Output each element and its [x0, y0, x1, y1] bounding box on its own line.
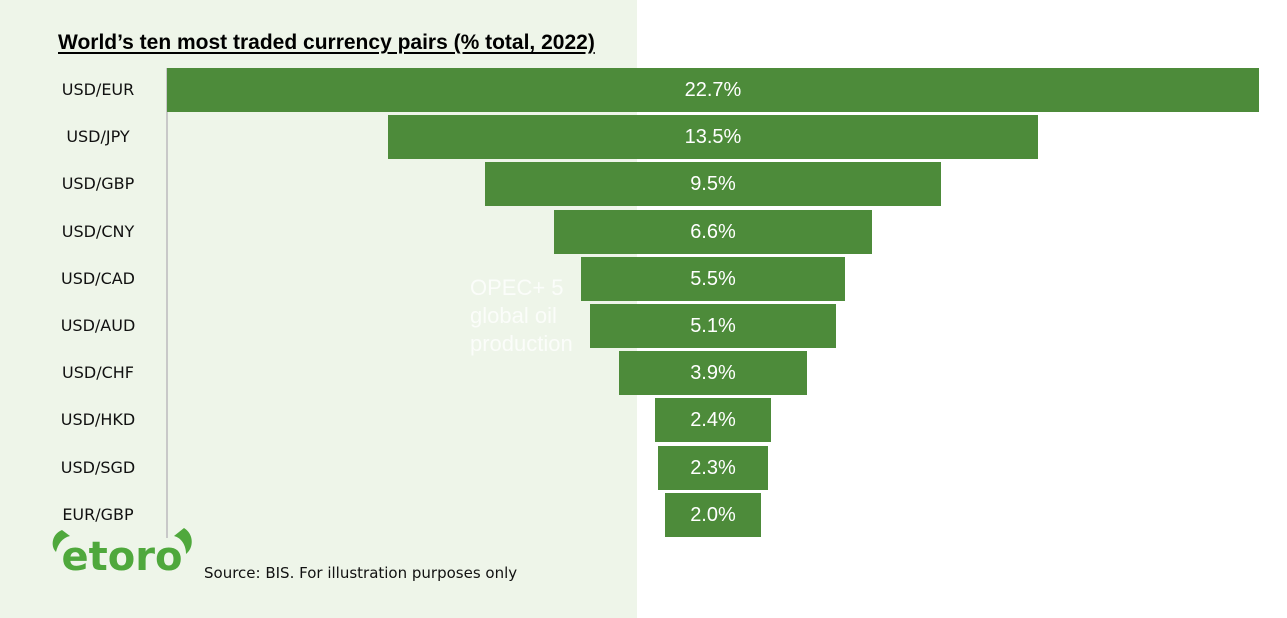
logo-left-horn-icon [52, 530, 70, 552]
etoro-logo: etoro [52, 528, 192, 578]
chart-title: World’s ten most traded currency pairs (… [58, 31, 595, 54]
bar-usd-cad [580, 256, 846, 301]
bar-eur-gbp [664, 492, 762, 537]
data-label-eur-gbp: 2.0% [690, 503, 736, 526]
data-label-usd-hkd: 2.4% [690, 409, 736, 432]
logo-wordmark: etoro [62, 534, 183, 578]
logo-right-horn-icon [174, 528, 192, 554]
bar-usd-sgd [657, 445, 769, 490]
data-label-usd-jpy: 13.5% [684, 126, 742, 149]
bar-usd-gbp [484, 162, 942, 207]
category-label-usd-chf: USD/CHF [62, 363, 134, 383]
data-label-usd-gbp: 9.5% [690, 173, 736, 196]
category-label-usd-jpy: USD/JPY [66, 127, 130, 147]
data-label-usd-eur: 22.7% [684, 79, 742, 101]
source-note: Source: BIS. For illustration purposes o… [204, 564, 518, 582]
category-label-usd-gbp: USD/GBP [61, 174, 135, 194]
bar-usd-eur [167, 68, 1259, 112]
data-label-usd-sgd: 2.3% [690, 456, 736, 479]
category-label-eur-gbp: EUR/GBP [62, 504, 134, 524]
data-label-usd-cad: 5.5% [690, 267, 736, 290]
bar-usd-jpy [388, 115, 1038, 160]
data-label-usd-aud: 5.1% [690, 315, 736, 337]
category-label-usd-cad: USD/CAD [60, 268, 135, 288]
bar-usd-cny [554, 209, 872, 254]
category-label-usd-aud: USD/AUD [60, 316, 136, 335]
bar-usd-hkd [655, 398, 771, 443]
bar-usd-chf [619, 351, 807, 396]
bar-usd-aud [590, 304, 836, 348]
category-label-usd-sgd: USD/SGD [60, 457, 136, 477]
category-label-usd-eur: USD/EUR [61, 80, 135, 99]
data-label-usd-chf: 3.9% [690, 362, 736, 385]
category-axis-line [166, 68, 168, 538]
category-label-usd-cny: USD/CNY [61, 221, 135, 241]
category-label-usd-hkd: USD/HKD [60, 410, 136, 430]
data-label-usd-cny: 6.6% [690, 220, 736, 243]
